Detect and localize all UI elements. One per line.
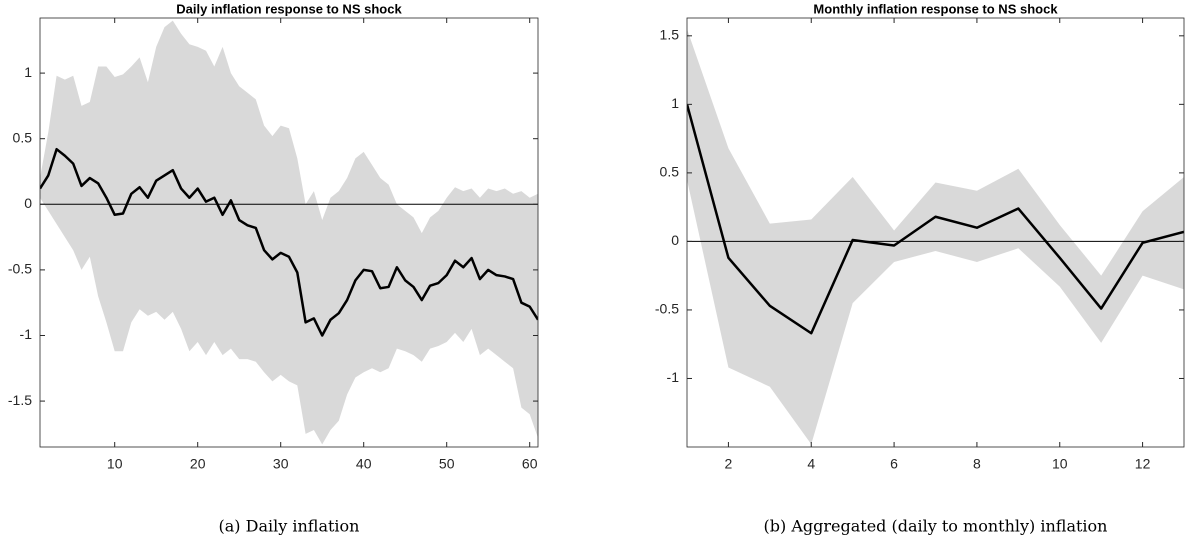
chart-title: Monthly inflation response to NS shock bbox=[813, 1, 1058, 16]
plot-area bbox=[687, 28, 1184, 445]
x-tick-label: 30 bbox=[273, 456, 289, 472]
y-tick-label: 1 bbox=[24, 64, 32, 80]
axes-frame bbox=[686, 17, 1185, 448]
x-tick-label: 6 bbox=[890, 456, 898, 472]
y-tick-label: -0.5 bbox=[8, 261, 32, 277]
response-line bbox=[687, 104, 1184, 335]
caption: (b) Aggregated (daily to monthly) inflat… bbox=[764, 517, 1108, 536]
y-tick-label: 1 bbox=[671, 95, 679, 111]
y-tick-label: -1 bbox=[20, 326, 33, 342]
x-tick-label: 12 bbox=[1135, 456, 1151, 472]
plot-area bbox=[40, 20, 538, 445]
y-tick-label: 0 bbox=[671, 232, 679, 248]
caption: (a) Daily inflation bbox=[219, 517, 360, 536]
x-tick-label: 8 bbox=[973, 456, 981, 472]
x-tick-label: 10 bbox=[107, 456, 123, 472]
chart-title: Daily inflation response to NS shock bbox=[176, 1, 402, 16]
x-tick-label: 40 bbox=[356, 456, 372, 472]
x-tick-label: 20 bbox=[190, 456, 206, 472]
y-tick-label: -1.5 bbox=[8, 392, 32, 408]
y-tick-label: -1 bbox=[667, 369, 680, 385]
y-tick-label: 0 bbox=[24, 195, 32, 211]
x-tick-label: 50 bbox=[439, 456, 455, 472]
confidence-band bbox=[687, 28, 1184, 445]
y-tick-label: -0.5 bbox=[655, 301, 679, 317]
response-line bbox=[40, 147, 538, 337]
y-tick-label: 0.5 bbox=[660, 164, 680, 180]
y-tick-label: 1.5 bbox=[660, 27, 680, 43]
y-tick-label: 0.5 bbox=[13, 129, 33, 145]
axes-frame bbox=[39, 17, 539, 448]
x-tick-label: 4 bbox=[807, 456, 815, 472]
x-tick-label: 60 bbox=[522, 456, 538, 472]
confidence-band bbox=[40, 20, 538, 445]
x-tick-label: 10 bbox=[1052, 456, 1068, 472]
x-tick-label: 2 bbox=[725, 456, 733, 472]
